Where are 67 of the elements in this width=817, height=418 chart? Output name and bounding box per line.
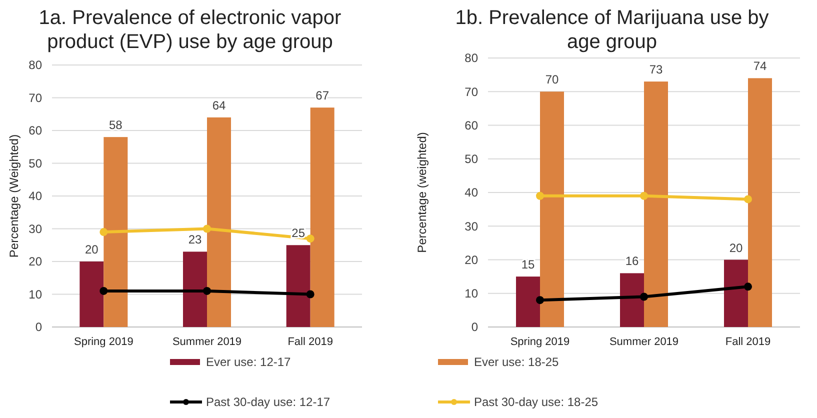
bar	[183, 252, 207, 327]
point	[744, 282, 752, 291]
data-label: 67	[316, 88, 330, 103]
data-label: 20	[729, 240, 743, 255]
x-tick-label: Fall 2019	[725, 336, 771, 348]
data-label: 70	[545, 72, 559, 87]
bar	[104, 137, 128, 327]
y-tick-label: 30	[464, 219, 478, 234]
chart-title: 1b. Prevalence of Marijuana use by age group	[455, 7, 769, 53]
data-label: 58	[108, 118, 123, 132]
point	[100, 286, 108, 295]
bar	[620, 273, 644, 327]
bar	[310, 108, 334, 327]
legend-label: Past 30-day use: 18-25	[474, 395, 598, 410]
y-tick-label: 80	[464, 51, 478, 66]
y-tick-label: 30	[28, 222, 42, 236]
y-tick-label: 10	[28, 287, 42, 302]
legend-label: Ever use: 18-25	[474, 355, 560, 370]
data-label: 64	[212, 98, 226, 112]
data-label: 73	[649, 62, 663, 77]
bar	[516, 276, 540, 327]
bar	[207, 117, 231, 327]
y-tick-label: 40	[28, 189, 42, 204]
point	[640, 192, 648, 200]
data-label: 16	[625, 254, 639, 268]
chart-title: 1a. Prevalence of electronic vapor product (EVP) use by age group	[38, 7, 342, 53]
bar	[286, 245, 310, 327]
y-tick-label: 70	[464, 84, 478, 99]
bar	[540, 92, 564, 327]
x-tick-label: Summer 2019	[172, 336, 242, 348]
x-tick-label: Spring 2019	[510, 336, 570, 348]
y-tick-label: 0	[471, 320, 478, 334]
y-tick-label: 70	[28, 90, 42, 105]
point	[100, 228, 108, 236]
y-tick-label: 40	[464, 186, 478, 200]
data-label: 20	[84, 242, 99, 256]
y-axis-title: Percentage (weighted)	[415, 132, 429, 253]
legend-label: Past 30-day use: 12-17	[206, 395, 330, 410]
y-tick-label: 10	[464, 286, 478, 301]
y-axis-title: Percentage (Weighted)	[7, 134, 21, 258]
point	[640, 292, 648, 301]
bar	[80, 262, 104, 327]
legend-label: Ever use: 12-17	[206, 355, 292, 370]
y-tick-label: 20	[464, 252, 478, 267]
x-tick-label: Spring 2019	[74, 336, 134, 348]
point	[744, 195, 752, 204]
y-tick-label: 60	[464, 118, 478, 132]
x-tick-label: Fall 2019	[288, 336, 333, 348]
bar	[748, 78, 772, 327]
point	[306, 290, 314, 298]
data-label: 15	[521, 258, 535, 272]
data-label: 23	[188, 232, 202, 247]
bar	[724, 260, 748, 327]
y-tick-label: 60	[28, 124, 42, 138]
y-tick-label: 50	[464, 152, 478, 166]
point	[203, 286, 211, 295]
x-tick-label: Summer 2019	[609, 336, 679, 348]
point	[203, 224, 211, 233]
y-tick-label: 0	[35, 320, 42, 334]
data-label: 74	[753, 59, 767, 74]
y-tick-label: 50	[28, 156, 42, 170]
point	[306, 234, 314, 243]
y-tick-label: 80	[28, 58, 42, 72]
y-tick-label: 20	[28, 254, 42, 269]
point	[536, 192, 544, 200]
bar	[644, 82, 668, 327]
point	[536, 296, 544, 304]
